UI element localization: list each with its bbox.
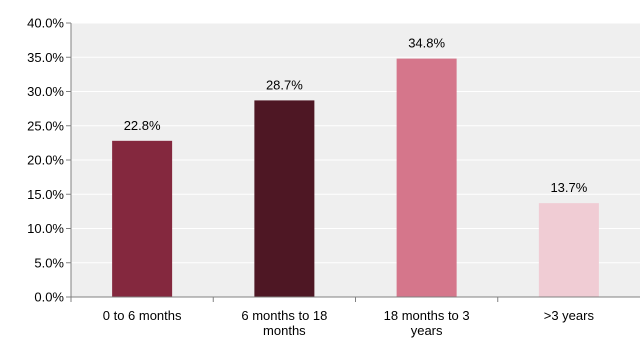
y-tick-label-5: 25.0% xyxy=(27,118,64,133)
x-category-label-1-line-0: 6 months to 18 xyxy=(241,308,327,323)
x-category-label-3-line-0: >3 years xyxy=(544,308,595,323)
y-tick-label-2: 10.0% xyxy=(27,221,64,236)
data-label-1: 28.7% xyxy=(266,77,303,92)
y-tick-label-3: 15.0% xyxy=(27,187,64,202)
data-labels: 22.8% 28.7% 34.8% 13.7% xyxy=(124,36,588,196)
bar-1 xyxy=(254,100,315,297)
x-category-label-1-line-1: months xyxy=(263,323,306,338)
y-tick-label-0: 0.0% xyxy=(34,290,64,305)
data-label-0: 22.8% xyxy=(124,118,161,133)
x-category-label-2-line-0: 18 months to 3 xyxy=(384,308,470,323)
bars xyxy=(112,58,599,298)
data-label-2: 34.8% xyxy=(408,36,445,51)
x-category-labels: 0 to 6 months 6 months to 18 months 18 mont… xyxy=(103,308,595,338)
y-tick-label-6: 30.0% xyxy=(27,84,64,99)
y-tick-label-1: 5.0% xyxy=(34,255,64,270)
x-category-label-2: 18 months to 3 years xyxy=(384,308,470,338)
bar-3 xyxy=(538,203,599,297)
bar-2 xyxy=(396,58,457,298)
y-tick-label-4: 20.0% xyxy=(27,153,64,168)
y-tick-label-7: 35.0% xyxy=(27,50,64,65)
x-category-label-0-line-0: 0 to 6 months xyxy=(103,308,182,323)
x-category-label-1: 6 months to 18 months xyxy=(241,308,327,338)
y-tick-label-8: 40.0% xyxy=(27,16,64,31)
bar-0 xyxy=(112,140,173,297)
x-category-label-3: >3 years xyxy=(544,308,595,323)
data-label-3: 13.7% xyxy=(550,180,587,195)
x-category-label-0: 0 to 6 months xyxy=(103,308,182,323)
axes xyxy=(66,22,640,302)
x-category-label-2-line-1: years xyxy=(411,323,443,338)
y-tick-labels: 0.0% 5.0% 10.0% 15.0% 20.0% 25.0% 30.0% 35.0% 40… xyxy=(27,16,64,305)
